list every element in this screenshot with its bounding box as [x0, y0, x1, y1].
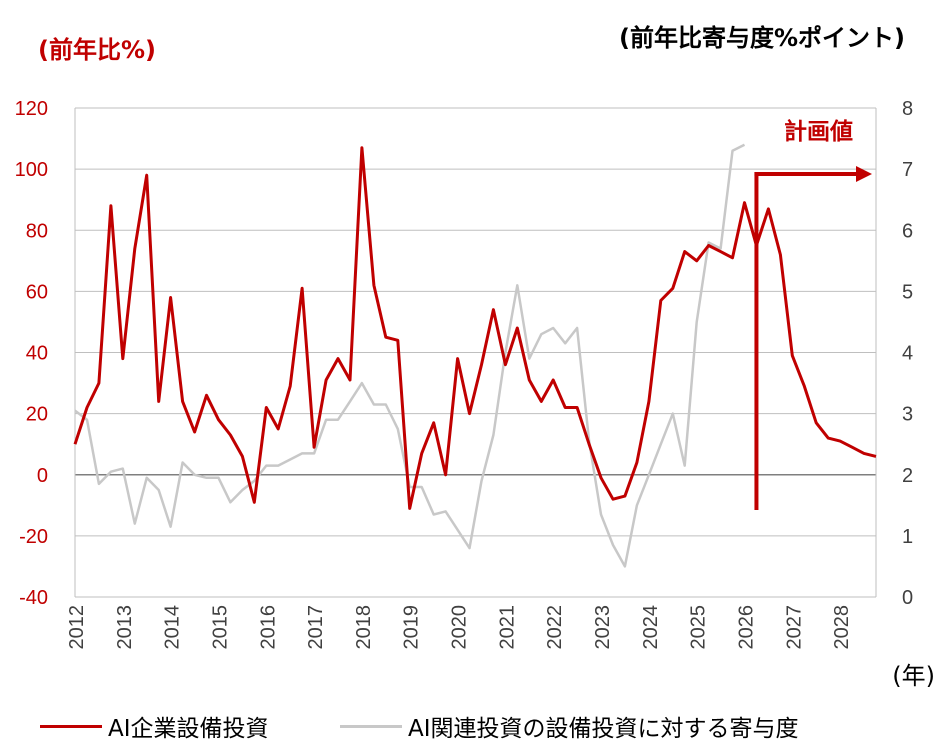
legend-text-ai-capex: AI企業設備投資 [108, 716, 269, 742]
right-tick-label: 5 [902, 281, 913, 303]
x-axis-unit: (年) [892, 662, 935, 690]
x-tick-label: 2015 [209, 605, 231, 650]
x-tick-label: 2023 [592, 605, 614, 650]
x-tick-label: 2019 [401, 605, 423, 650]
left-tick-label: -20 [19, 526, 48, 548]
right-tick-label: 7 [902, 159, 913, 181]
left-tick-label: 20 [26, 404, 48, 426]
legend: AI企業設備投資 AI関連投資の設備投資に対する寄与度 [40, 708, 920, 744]
left-axis-label: (前年比%) [38, 36, 156, 64]
left-axis-ticks: -40 -20 0 20 40 60 80 100 120 [15, 98, 48, 609]
left-tick-label: 80 [26, 220, 48, 242]
legend-item-ai-capex: AI企業設備投資 [40, 708, 269, 744]
chart-area: -40 -20 0 20 40 60 80 100 120 0 1 2 3 4 5 6 7 8 2012 2013… [15, 98, 914, 650]
right-tick-label: 2 [902, 465, 913, 487]
right-tick-label: 1 [902, 526, 913, 548]
right-axis-label: (前年比寄与度%ポイント) [619, 24, 905, 52]
legend-line-ai-capex [40, 724, 102, 728]
legend-line-ai-contribution [340, 724, 402, 728]
x-tick-label: 2017 [305, 605, 327, 650]
right-tick-label: 4 [902, 343, 913, 365]
x-tick-label: 2022 [544, 605, 566, 650]
left-tick-label: 100 [15, 159, 48, 181]
series-group [73, 143, 877, 568]
left-tick-label: -40 [19, 587, 48, 609]
right-tick-label: 0 [902, 587, 913, 609]
x-tick-label: 2018 [353, 605, 375, 650]
right-tick-label: 3 [902, 404, 913, 426]
legend-item-ai-contribution: AI関連投資の設備投資に対する寄与度 [340, 708, 799, 744]
x-tick-label: 2013 [114, 605, 136, 650]
x-tick-label: 2014 [162, 605, 184, 650]
gridlines [74, 107, 877, 598]
x-axis-ticks: 2012 2013 2014 2015 2016 2017 2018 2019 2020 2021… [66, 605, 853, 650]
series-line-ai-contribution [74, 143, 746, 568]
x-tick-label: 2021 [496, 605, 518, 650]
right-tick-label: 6 [902, 220, 913, 242]
x-tick-label: 2026 [735, 605, 757, 650]
legend-text-ai-contribution: AI関連投資の設備投資に対する寄与度 [408, 716, 799, 742]
left-tick-label: 0 [37, 465, 48, 487]
x-tick-label: 2025 [688, 605, 710, 650]
series-line-ai-capex [73, 146, 877, 510]
plan-arrow-head [856, 166, 872, 182]
plan-annotation: 計画値 [754, 118, 872, 510]
left-tick-label: 40 [26, 343, 48, 365]
x-tick-label: 2016 [257, 605, 279, 650]
right-axis-ticks: 0 1 2 3 4 5 6 7 8 [902, 98, 913, 609]
plan-label: 計画値 [784, 118, 853, 145]
x-tick-label: 2027 [783, 605, 805, 650]
x-tick-label: 2028 [831, 605, 853, 650]
x-tick-label: 2024 [640, 605, 662, 650]
x-tick-label: 2012 [66, 605, 88, 650]
left-tick-label: 120 [15, 98, 48, 120]
left-tick-label: 60 [26, 281, 48, 303]
x-tick-label: 2020 [449, 605, 471, 650]
right-tick-label: 8 [902, 98, 913, 120]
